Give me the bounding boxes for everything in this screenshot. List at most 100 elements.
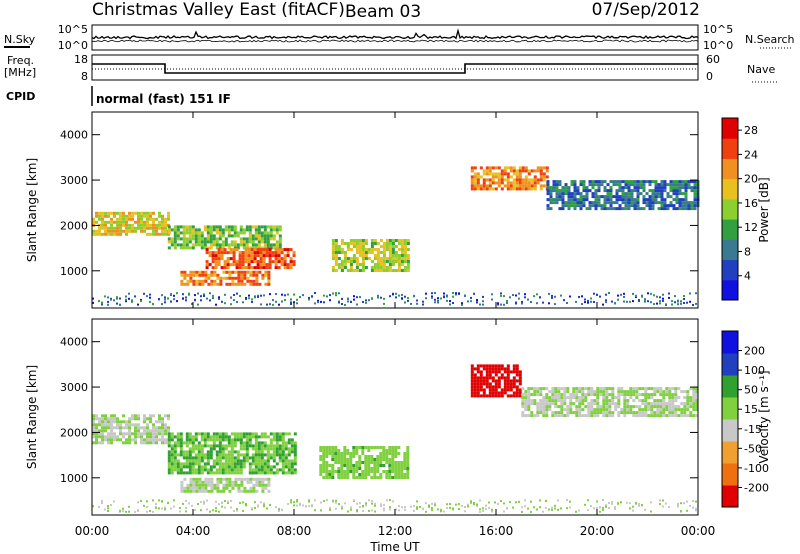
heatmap-cell	[668, 399, 672, 403]
heatmap-cell	[224, 465, 228, 469]
heatmap-cell	[394, 461, 398, 464]
heatmap-cell	[382, 452, 386, 455]
heatmap-cell	[217, 251, 221, 255]
heatmap-cell	[325, 476, 329, 479]
heatmap-cell	[207, 480, 211, 484]
heatmap-cell	[491, 370, 495, 374]
heatmap-cell	[608, 393, 612, 397]
heatmap-cell	[283, 254, 287, 258]
heatmap-cell	[627, 195, 631, 199]
heatmap-cell	[651, 207, 655, 211]
heatmap-cell	[228, 477, 232, 481]
heatmap-cell	[149, 510, 151, 512]
heatmap-cell	[542, 172, 546, 176]
heatmap-cell	[497, 181, 501, 185]
heatmap-cell	[599, 390, 603, 394]
heatmap-cell	[95, 441, 98, 445]
heatmap-cell	[587, 393, 591, 397]
heatmap-cell	[337, 248, 341, 251]
heatmap-cell	[524, 390, 528, 394]
heatmap-cell	[671, 303, 673, 306]
heatmap-cell	[605, 504, 607, 507]
heatmap-cell	[650, 292, 652, 295]
heatmap-cell	[506, 376, 510, 380]
heatmap-cell	[251, 225, 255, 229]
heatmap-cell	[209, 234, 213, 238]
heatmap-cell	[527, 184, 531, 188]
heatmap-cell	[636, 189, 640, 193]
heatmap-cell	[255, 477, 259, 481]
heatmap-cell	[551, 396, 555, 400]
heatmap-cell	[500, 303, 502, 306]
heatmap-cell	[278, 303, 280, 306]
heatmap-cell	[226, 251, 230, 255]
heatmap-cell	[251, 462, 255, 466]
heatmap-cell	[249, 489, 253, 493]
heatmap-cell	[376, 260, 380, 263]
heatmap-cell	[527, 399, 531, 403]
heatmap-cell	[206, 240, 210, 244]
heatmap-cell	[473, 181, 477, 185]
heatmap-cell	[237, 486, 241, 490]
heatmap-cell	[206, 231, 210, 235]
heatmap-cell	[603, 189, 607, 193]
heatmap-cell	[170, 507, 172, 510]
heatmap-cell	[564, 201, 568, 205]
heatmap-cell	[675, 183, 679, 187]
heatmap-cell	[277, 254, 281, 258]
heatmap-cell	[209, 465, 213, 469]
heatmap-cell	[561, 186, 565, 190]
heatmap-cell	[119, 226, 122, 230]
heatmap-cell	[239, 228, 243, 232]
heatmap-cell	[630, 201, 634, 205]
heatmap-cell	[262, 251, 266, 255]
heatmap-cell	[473, 178, 477, 182]
heatmap-cell	[287, 459, 291, 463]
heatmap-cell	[693, 198, 697, 202]
heatmap-cell	[400, 263, 404, 266]
heatmap-cell	[242, 459, 246, 463]
heatmap-cell	[641, 387, 645, 391]
heatmap-cell	[176, 453, 180, 457]
heatmap-cell	[250, 257, 254, 261]
heatmap-cell	[403, 242, 407, 245]
heatmap-cell	[119, 214, 122, 218]
heatmap-cell	[293, 432, 297, 436]
heatmap-cell	[183, 270, 187, 274]
heatmap-cell	[107, 438, 110, 442]
colorbar-tick-label: -200	[744, 481, 769, 494]
heatmap-cell	[404, 295, 406, 298]
heatmap-cell	[208, 263, 212, 267]
heatmap-cell	[272, 471, 276, 475]
heatmap-cell	[491, 394, 495, 398]
heatmap-cell	[678, 204, 682, 208]
heatmap-cell	[203, 243, 207, 247]
heatmap-cell	[188, 450, 192, 454]
heatmap-cell	[104, 295, 106, 298]
heatmap-cell	[554, 507, 556, 510]
heatmap-cell	[221, 468, 225, 472]
heatmap-cell	[651, 192, 655, 196]
heatmap-cell	[191, 462, 195, 466]
heatmap-cell	[258, 282, 262, 286]
heatmap-cell	[400, 242, 404, 245]
heatmap-cell	[206, 234, 210, 238]
heatmap-cell	[515, 367, 519, 371]
heatmap-cell	[101, 217, 104, 221]
heatmap-cell	[545, 411, 549, 415]
heatmap-cell	[116, 438, 119, 442]
heatmap-cell	[633, 201, 637, 205]
heatmap-cell	[621, 195, 625, 199]
heatmap-cell	[539, 296, 541, 299]
heatmap-cell	[662, 399, 666, 403]
heatmap-cell	[215, 432, 219, 436]
heatmap-cell	[167, 414, 170, 418]
heatmap-cell	[107, 435, 110, 439]
heatmap-cell	[155, 229, 158, 233]
heatmap-cell	[385, 476, 389, 479]
heatmap-cell	[197, 228, 201, 232]
heatmap-cell	[641, 414, 645, 418]
heatmap-cell	[104, 226, 107, 230]
heatmap-cell	[173, 294, 175, 297]
heatmap-cell	[146, 220, 149, 224]
